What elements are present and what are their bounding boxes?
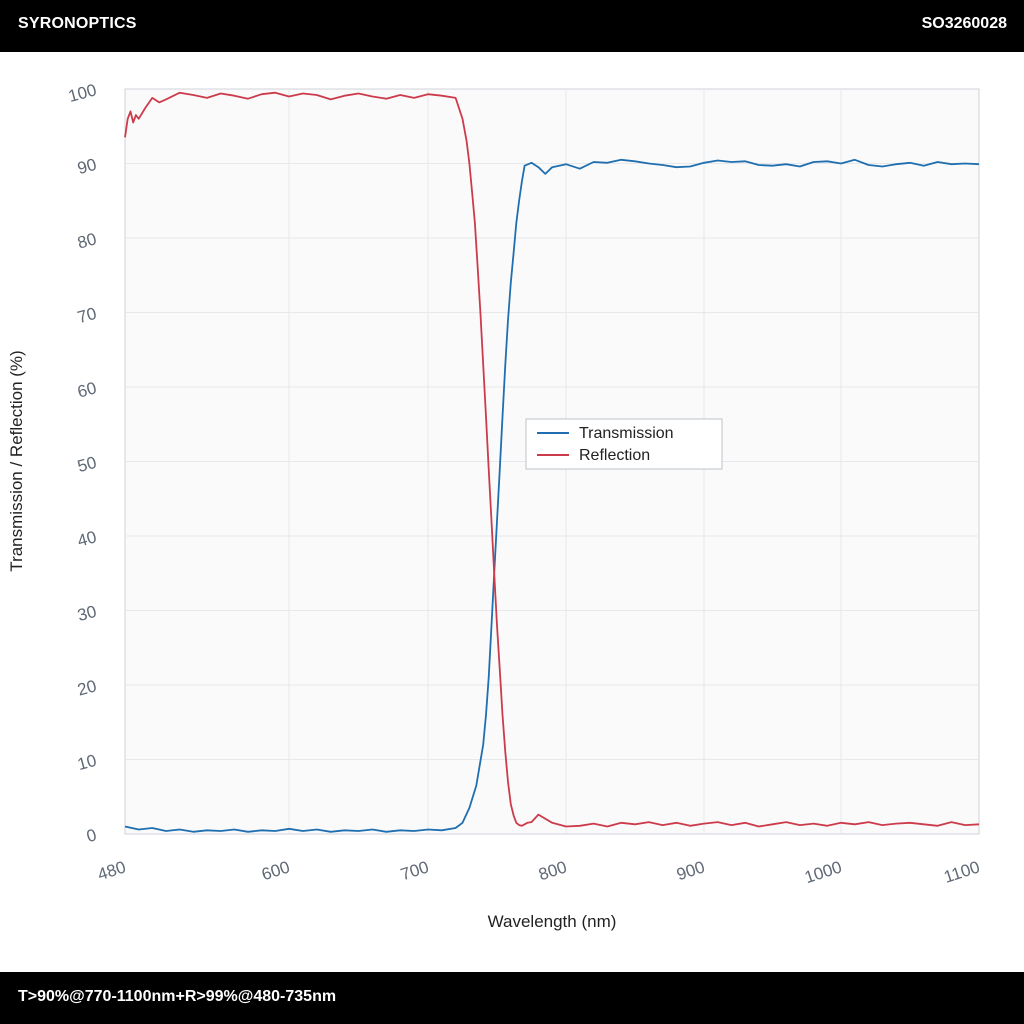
y-tick-label: 70 <box>75 304 98 327</box>
x-tick-labels: 480 600 700 800 900 1000 1100 <box>95 857 982 887</box>
x-tick-label: 480 <box>95 857 128 884</box>
y-tick-labels: 0 10 20 30 40 50 60 70 80 90 100 <box>66 80 98 846</box>
footer-bar: T>90%@770-1100nm+R>99%@480-735nm <box>0 972 1024 1024</box>
legend-label-reflection: Reflection <box>579 447 650 464</box>
legend: Transmission Reflection <box>525 418 723 470</box>
y-tick-label: 80 <box>75 229 98 252</box>
y-tick-label: 40 <box>75 527 98 550</box>
brand-name: SYRONOPTICS <box>18 15 137 32</box>
header-bar: SYRONOPTICS SO3260028 <box>0 0 1024 52</box>
y-tick-label: 90 <box>75 155 98 178</box>
y-tick-label: 0 <box>85 825 99 846</box>
series-lines <box>124 91 980 833</box>
x-tick-label: 700 <box>398 857 431 884</box>
y-tick-label: 20 <box>75 676 98 699</box>
spec-text: T>90%@770-1100nm+R>99%@480-735nm <box>18 988 337 1005</box>
series-line-transmission <box>124 158 980 833</box>
x-tick-label: 800 <box>536 857 569 884</box>
x-axis-title: Wavelength (nm) <box>488 912 617 931</box>
legend-label-transmission: Transmission <box>579 425 674 442</box>
x-tick-label: 900 <box>674 857 707 884</box>
y-tick-label: 30 <box>75 602 98 625</box>
x-tick-label: 1000 <box>802 857 844 887</box>
y-tick-label: 100 <box>66 80 98 106</box>
part-number: SO3260028 <box>921 15 1007 32</box>
grid-lines <box>125 89 979 834</box>
spectrum-chart: 0 10 20 30 40 50 60 70 80 90 100 480 600 700 800 900 10… <box>7 80 982 931</box>
y-tick-label: 50 <box>75 453 98 476</box>
x-tick-label: 1100 <box>941 857 982 886</box>
y-tick-label: 60 <box>75 378 98 401</box>
y-tick-label: 10 <box>75 751 98 774</box>
x-tick-label: 600 <box>259 857 292 884</box>
y-axis-title: Transmission / Reflection (%) <box>7 350 26 571</box>
series-line-reflection <box>124 91 980 828</box>
legend-box <box>525 418 723 470</box>
